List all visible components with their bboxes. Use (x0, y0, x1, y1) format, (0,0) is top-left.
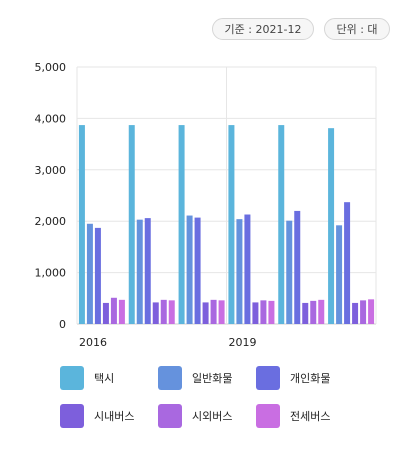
x-tick-label: 2016 (79, 336, 107, 349)
bar (102, 302, 109, 324)
bar (260, 300, 267, 324)
bar (244, 214, 251, 324)
legend-swatch (256, 366, 280, 390)
unit-badge: 단위 : 대 (324, 18, 390, 40)
bar-chart: 0 1,000 2,000 3,000 4,000 5,000 2016 2019 (35, 61, 377, 349)
bar (318, 299, 325, 324)
bar (286, 220, 293, 324)
bar (278, 125, 285, 324)
bar (302, 302, 309, 324)
legend-item: 시내버스 (60, 403, 134, 429)
bar (368, 299, 375, 324)
legend-label: 전세버스 (290, 410, 331, 423)
bar (110, 297, 117, 324)
y-tick-label: 0 (59, 318, 66, 331)
legend-label: 시내버스 (94, 410, 135, 423)
bar (252, 302, 259, 324)
y-tick-label: 5,000 (35, 61, 67, 74)
bar (160, 299, 167, 324)
legend-swatch (60, 366, 84, 390)
bar (328, 128, 335, 324)
bar (194, 217, 201, 324)
bar (344, 202, 351, 324)
bar (228, 125, 235, 324)
bar (268, 300, 275, 324)
legend-label: 일반화물 (192, 372, 233, 385)
bar (94, 227, 101, 324)
bar (168, 300, 175, 324)
bar (144, 218, 151, 324)
legend-label: 시외버스 (192, 410, 233, 423)
legend-item: 택시 (60, 365, 114, 391)
bar (352, 302, 359, 324)
legend-item: 일반화물 (158, 365, 232, 391)
legend-label: 택시 (94, 372, 115, 385)
legend-swatch (60, 404, 84, 428)
bar (360, 300, 367, 324)
legend-item: 전세버스 (256, 403, 330, 429)
legend-swatch (158, 366, 182, 390)
bar (210, 299, 217, 324)
bar (136, 219, 143, 324)
bar (310, 300, 317, 324)
bar (86, 223, 93, 324)
legend-label: 개인화물 (290, 372, 331, 385)
bar (128, 125, 135, 324)
bar (336, 225, 343, 324)
bar (218, 300, 225, 324)
legend-swatch (158, 404, 182, 428)
bar (202, 302, 209, 324)
x-tick-label: 2019 (229, 336, 257, 349)
bar (118, 299, 125, 324)
y-tick-label: 4,000 (35, 112, 67, 125)
bar (152, 302, 159, 324)
y-tick-label: 2,000 (35, 215, 67, 228)
bar (178, 125, 185, 324)
bar (78, 125, 85, 324)
date-badge: 기준 : 2021-12 (212, 18, 314, 40)
bar (236, 219, 243, 324)
legend-item: 시외버스 (158, 403, 232, 429)
y-tick-label: 1,000 (35, 267, 67, 280)
bar (186, 215, 193, 324)
legend-item: 개인화물 (256, 365, 330, 391)
bar (294, 210, 301, 324)
y-tick-label: 3,000 (35, 164, 67, 177)
legend-swatch (256, 404, 280, 428)
